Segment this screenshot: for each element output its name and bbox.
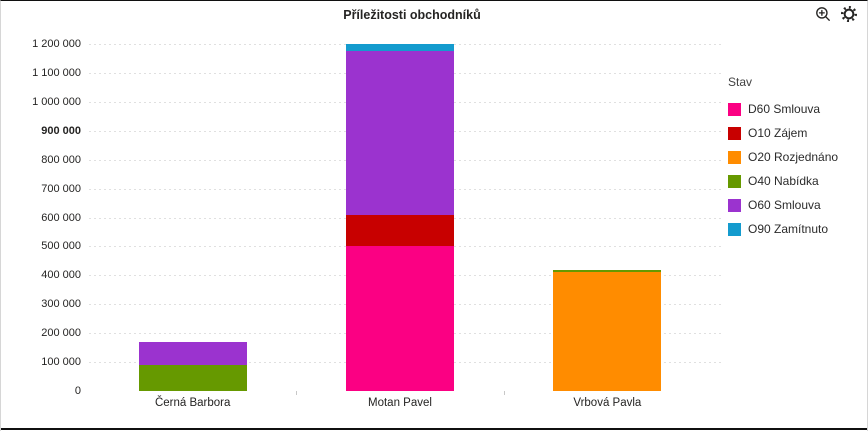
bar-segment[interactable] [346, 44, 454, 52]
bar-segment[interactable] [138, 364, 247, 391]
y-axis-label: 100 000 [41, 356, 81, 369]
bar-segment[interactable] [346, 214, 454, 247]
legend-item[interactable]: O90 Zamítnuto [728, 217, 838, 241]
bar-segment[interactable] [346, 246, 454, 391]
y-axis-label: 1 100 000 [32, 66, 81, 79]
legend-swatch [728, 102, 741, 116]
settings-gear-icon[interactable] [840, 5, 858, 23]
legend-label: D60 Smlouva [748, 102, 821, 116]
legend-label: O20 Rozjednáno [748, 150, 839, 164]
legend-label: O60 Smlouva [748, 198, 821, 212]
legend-items: D60 Smlouva O10 Zájem O20 Rozjednáno O40 Na… [728, 97, 838, 241]
x-axis-label: Černá Barbora [154, 397, 231, 409]
y-axis-label: 400 000 [41, 269, 81, 282]
y-axis-label: 1 200 000 [32, 38, 81, 50]
legend-swatch [728, 222, 741, 236]
legend-label: O10 Zájem [748, 126, 808, 140]
bar-segment[interactable] [553, 269, 662, 273]
legend-swatch [728, 150, 741, 164]
bar-0 [138, 44, 247, 391]
x-axis-label: Motan Pavel [368, 397, 432, 409]
legend-swatch [728, 198, 741, 212]
y-axis-label: 800 000 [41, 153, 81, 166]
y-axis-label: 200 000 [41, 327, 81, 340]
bar-segment[interactable] [553, 272, 662, 391]
legend-item[interactable]: O10 Zájem [728, 121, 838, 145]
bar-1 [346, 44, 454, 391]
visual-header-toolbar [814, 5, 858, 23]
y-axis-label: 700 000 [41, 182, 81, 195]
bar-2 [553, 44, 662, 391]
legend-label: O40 Nabídka [748, 174, 819, 188]
zoom-in-icon[interactable] [814, 5, 832, 23]
plot-area [89, 44, 721, 391]
legend-item[interactable]: D60 Smlouva [728, 97, 838, 121]
bar-segment[interactable] [346, 51, 454, 215]
x-axis-tickmark [296, 391, 298, 395]
legend-swatch [728, 126, 741, 140]
legend-title: Stav [728, 75, 753, 89]
y-axis-label: 900 000 [41, 124, 81, 137]
y-axis-label: 0 [74, 385, 81, 397]
legend-item[interactable]: O20 Rozjednáno [728, 145, 838, 169]
legend: Stav D60 Smlouva O10 Zájem O20 Rozjednáno O… [728, 75, 838, 241]
bottom-border [1, 428, 867, 430]
y-axis-label: 600 000 [41, 211, 81, 224]
legend-item[interactable]: O40 Nabídka [728, 169, 838, 193]
y-axis-label: 500 000 [41, 240, 81, 253]
x-axis-label: Vrbová Pavla [573, 397, 642, 409]
legend-label: O90 Zamítnuto [748, 222, 829, 236]
legend-swatch [728, 174, 741, 188]
legend-item[interactable]: O60 Smlouva [728, 193, 838, 217]
chart-title: Příležitosti obchodníků [343, 8, 481, 22]
bar-segment[interactable] [138, 341, 247, 365]
y-axis-label: 300 000 [41, 298, 81, 311]
x-axis-tickmark [503, 391, 505, 395]
y-axis-label: 1 000 000 [32, 95, 81, 108]
